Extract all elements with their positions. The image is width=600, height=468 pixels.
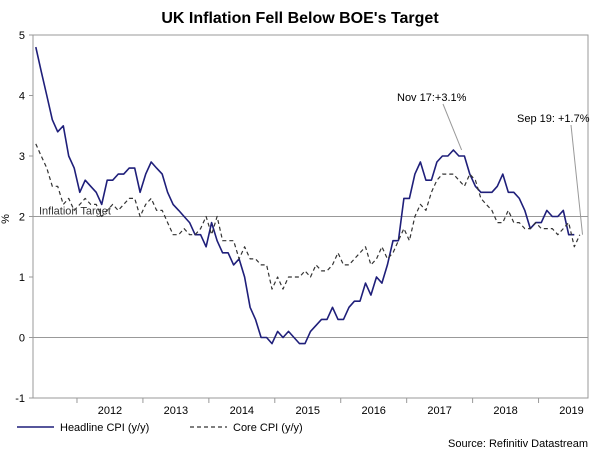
headline-cpi-line <box>35 46 575 345</box>
annotation-leader <box>442 103 463 151</box>
x-tick-label: 2018 <box>493 405 517 417</box>
y-tick-label: 5 <box>19 30 25 42</box>
core-cpi-line <box>35 143 581 290</box>
y-tick-label: 3 <box>19 151 25 163</box>
annotation-leader <box>570 124 584 235</box>
annotation-layer: Nov 17:+3.1% Sep 19: +1.7% <box>397 92 590 235</box>
y-tick-label: 4 <box>19 91 25 103</box>
inflation-target-label: Inflation Target <box>39 206 111 218</box>
x-tick-label: 2013 <box>164 405 188 417</box>
annotation-label: Sep 19: +1.7% <box>517 113 590 125</box>
legend-label: Headline CPI (y/y) <box>60 422 149 434</box>
x-tick-label: 2017 <box>427 405 451 417</box>
x-tick-label: 2015 <box>296 405 320 417</box>
legend-label: Core CPI (y/y) <box>233 422 303 434</box>
x-tick-label: 2014 <box>230 405 254 417</box>
reference-layer: Inflation Target <box>33 206 588 218</box>
y-axis-label: % <box>0 214 12 224</box>
y-tick-label: -1 <box>15 393 25 405</box>
x-tick-label: 2019 <box>559 405 583 417</box>
y-tick-label: 2 <box>19 212 25 224</box>
y-tick-label: 0 <box>19 333 25 345</box>
x-axis: 2012 2013 2014 2015 2016 2017 2018 2019 <box>76 398 584 417</box>
series-layer <box>35 46 581 345</box>
annotation-label: Nov 17:+3.1% <box>397 92 467 104</box>
chart-title: UK Inflation Fell Below BOE's Target <box>161 10 439 27</box>
x-tick-label: 2012 <box>98 405 122 417</box>
y-axis: -1 0 1 2 3 4 5 <box>15 30 588 405</box>
x-tick-label: 2016 <box>361 405 385 417</box>
legend: Headline CPI (y/y) Core CPI (y/y) <box>17 422 303 434</box>
source-note: Source: Refinitiv Datastream <box>448 438 588 450</box>
y-tick-label: 1 <box>19 272 25 284</box>
